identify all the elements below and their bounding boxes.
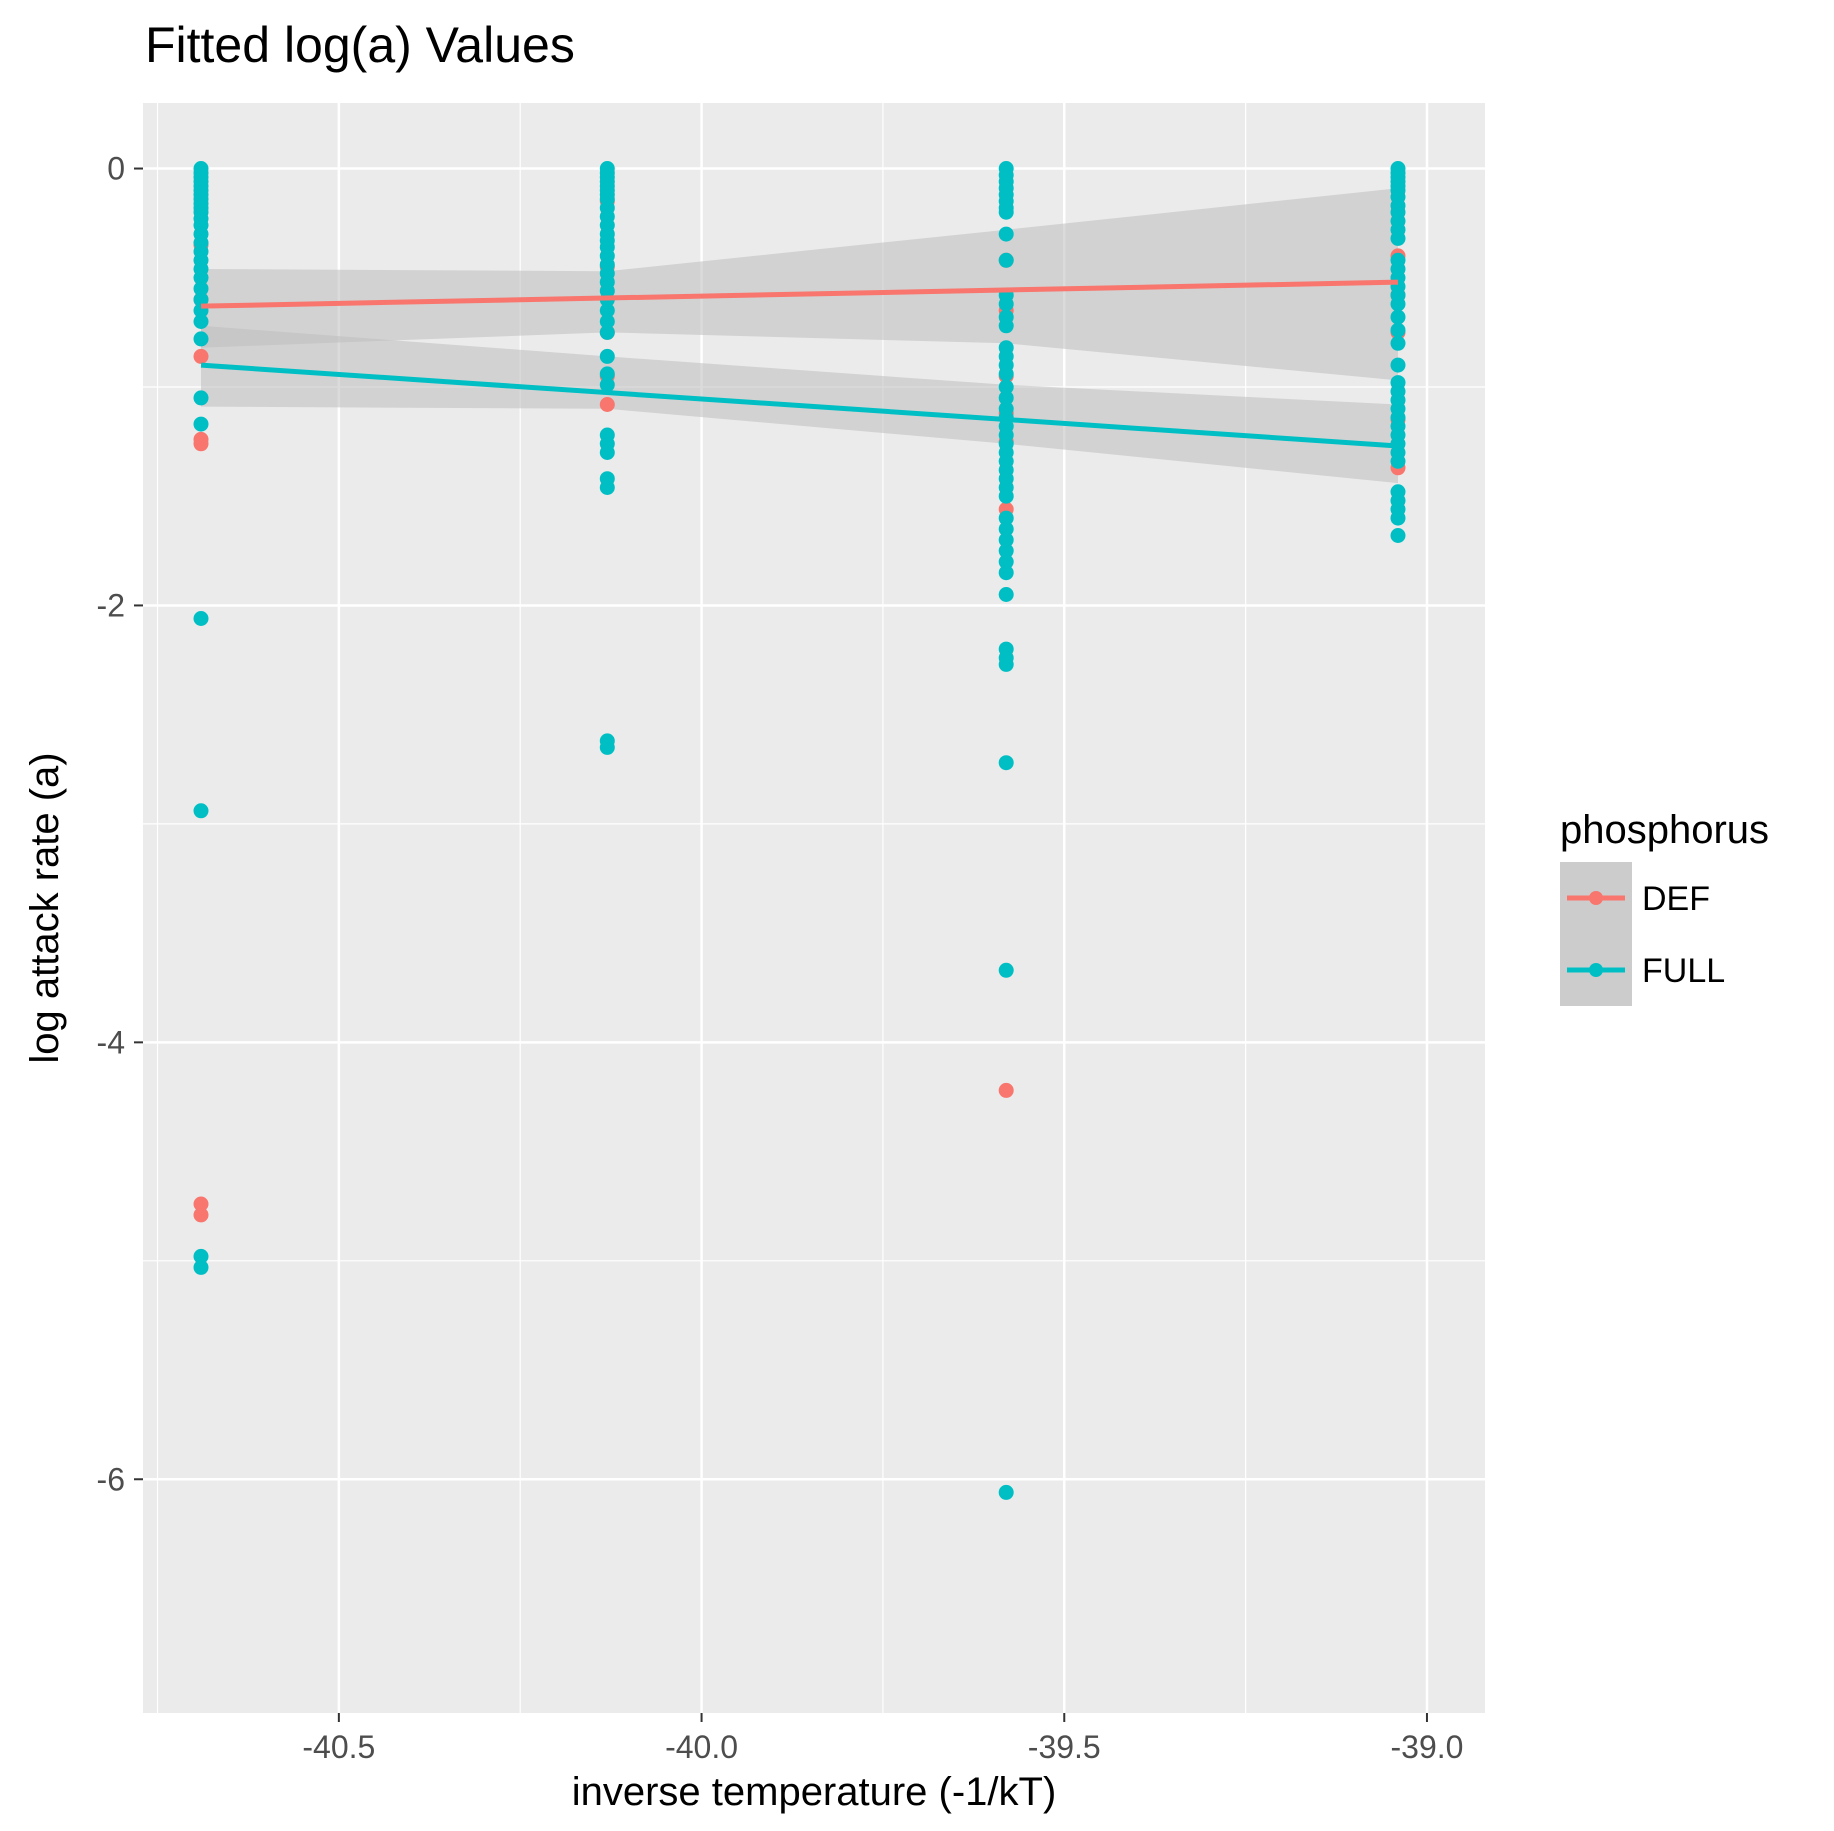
point-full bbox=[193, 1248, 209, 1264]
point-full bbox=[998, 543, 1014, 559]
point-full bbox=[998, 296, 1014, 312]
fit-line-full bbox=[200, 362, 1399, 449]
y-tick-label: 0 bbox=[107, 151, 125, 187]
point-full bbox=[193, 803, 209, 819]
point-full bbox=[1390, 322, 1406, 338]
chart-title: Fitted log(a) Values bbox=[145, 17, 575, 73]
point-full bbox=[599, 324, 615, 340]
point-full bbox=[193, 390, 209, 406]
point-full bbox=[193, 416, 209, 432]
x-tick-label: -40.5 bbox=[302, 1729, 375, 1765]
legend-title: phosphorus bbox=[1560, 808, 1769, 852]
y-axis-ticks: 0 -2 -4 -6 bbox=[97, 151, 143, 1497]
point-full bbox=[1390, 510, 1406, 526]
legend: phosphorus DEF FULL bbox=[1560, 808, 1769, 1006]
y-axis-title: log attack rate (a) bbox=[23, 752, 67, 1063]
point-full bbox=[599, 303, 615, 318]
point-full bbox=[599, 480, 615, 495]
point-full bbox=[193, 314, 209, 329]
point-full bbox=[599, 314, 615, 329]
legend-label-full: FULL bbox=[1642, 952, 1725, 990]
point-full bbox=[998, 962, 1014, 978]
point-full bbox=[998, 318, 1014, 334]
confidence-band-def bbox=[201, 188, 1398, 381]
point-full bbox=[193, 270, 209, 286]
point-full bbox=[998, 554, 1014, 570]
point-full bbox=[998, 226, 1014, 242]
legend-label-def: DEF bbox=[1642, 880, 1710, 918]
point-full bbox=[193, 281, 209, 297]
point-def bbox=[193, 1196, 209, 1212]
point-full bbox=[1390, 528, 1406, 543]
point-full bbox=[998, 510, 1014, 526]
point-def bbox=[998, 1082, 1014, 1098]
data-points bbox=[193, 161, 1406, 1500]
point-full bbox=[1390, 296, 1406, 312]
point-full bbox=[599, 348, 615, 364]
point-full bbox=[599, 366, 615, 382]
point-full bbox=[998, 656, 1014, 672]
point-full bbox=[998, 587, 1014, 602]
point-full bbox=[998, 204, 1014, 220]
x-tick-label: -39.0 bbox=[1390, 1729, 1463, 1765]
point-full bbox=[998, 390, 1014, 406]
point-full bbox=[1390, 357, 1406, 373]
point-full bbox=[599, 739, 615, 755]
point-def bbox=[193, 348, 209, 364]
point-full bbox=[998, 488, 1014, 504]
y-tick-label: -4 bbox=[97, 1024, 125, 1060]
point-full bbox=[1390, 230, 1406, 246]
point-full bbox=[998, 366, 1014, 382]
x-axis-title: inverse temperature (-1/kT) bbox=[572, 1770, 1057, 1814]
point-full bbox=[998, 1484, 1014, 1500]
x-tick-label: -40.0 bbox=[665, 1729, 738, 1765]
point-full bbox=[998, 379, 1014, 395]
point-full bbox=[193, 611, 209, 626]
point-full bbox=[193, 331, 209, 347]
point-full bbox=[998, 532, 1014, 548]
point-full bbox=[599, 377, 615, 393]
fit-lines bbox=[200, 279, 1399, 449]
point-full bbox=[998, 755, 1014, 771]
point-def bbox=[193, 1207, 209, 1223]
point-full bbox=[599, 445, 615, 460]
point-full bbox=[1390, 453, 1406, 469]
point-full bbox=[193, 292, 209, 308]
point-def bbox=[599, 397, 615, 412]
point-full bbox=[1390, 309, 1406, 325]
y-tick-label: -6 bbox=[97, 1461, 125, 1497]
x-axis-ticks: -40.5 -40.0 -39.5 -39.0 bbox=[302, 1713, 1463, 1765]
fit-line-def bbox=[200, 279, 1399, 309]
point-full bbox=[1390, 335, 1406, 351]
point-full bbox=[998, 252, 1014, 268]
legend-key-full-point bbox=[1589, 963, 1603, 977]
point-full bbox=[998, 565, 1014, 581]
y-tick-label: -2 bbox=[97, 587, 125, 623]
x-tick-label: -39.5 bbox=[1028, 1729, 1101, 1765]
legend-key-def-point bbox=[1589, 891, 1603, 905]
point-def bbox=[193, 436, 209, 452]
point-full bbox=[193, 1259, 209, 1275]
point-full bbox=[998, 521, 1014, 537]
